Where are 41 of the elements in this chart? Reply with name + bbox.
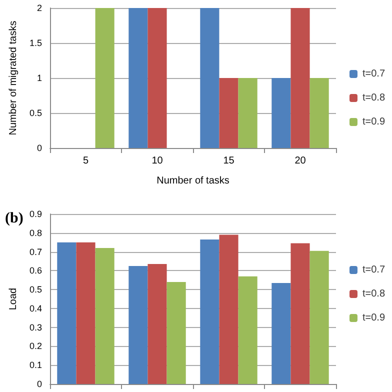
- y-tick-label: 0.6: [29, 266, 42, 276]
- y-tick-label: 0.4: [29, 303, 42, 314]
- y-tick-label: 0.3: [29, 322, 42, 332]
- y-tick-label: 2: [36, 3, 42, 13]
- bar: [219, 234, 238, 384]
- bar: [310, 250, 329, 384]
- bar: [272, 282, 291, 384]
- y-tick-label: 0.8: [29, 228, 42, 238]
- y-tick-label: 0.9: [29, 209, 42, 219]
- y-tick-label: 0.5: [29, 108, 42, 118]
- y-tick-label: 0: [36, 143, 42, 153]
- legend-label: t=0.8: [362, 288, 386, 300]
- bar: [290, 243, 310, 384]
- bar: [148, 264, 167, 384]
- y-tick-label: 0.1: [29, 360, 42, 370]
- bar: [238, 276, 258, 384]
- chart-title: (b): [5, 210, 24, 226]
- y-tick-label: 0.5: [29, 284, 42, 295]
- legend-label: t=0.7: [362, 68, 386, 80]
- y-tick-label: 1: [36, 73, 42, 83]
- bar: [200, 240, 220, 384]
- x-tick-label: 5: [82, 156, 89, 166]
- bar: [57, 242, 76, 384]
- y-tick-label: 0: [36, 379, 42, 389]
- bar: [76, 242, 96, 384]
- x-tick-label: 20: [294, 156, 306, 166]
- x-tick-label: 10: [152, 156, 164, 166]
- y-tick-label: 1.5: [29, 38, 42, 48]
- y-tick-label: 0.2: [29, 341, 42, 352]
- legend-label: t=0.9: [362, 116, 386, 128]
- bar: [128, 266, 148, 384]
- y-axis-title: Number of migrated tasks: [8, 20, 20, 136]
- y-axis-title: Load: [8, 288, 20, 310]
- y-tick-label: 0.7: [29, 246, 42, 257]
- legend-label: t=0.8: [362, 92, 386, 104]
- x-axis-title: Number of tasks: [156, 176, 230, 186]
- bar: [95, 248, 114, 384]
- x-tick-label: 15: [223, 156, 235, 166]
- legend-label: t=0.9: [362, 312, 386, 324]
- bar: [166, 282, 186, 384]
- legend-label: t=0.7: [362, 264, 386, 276]
